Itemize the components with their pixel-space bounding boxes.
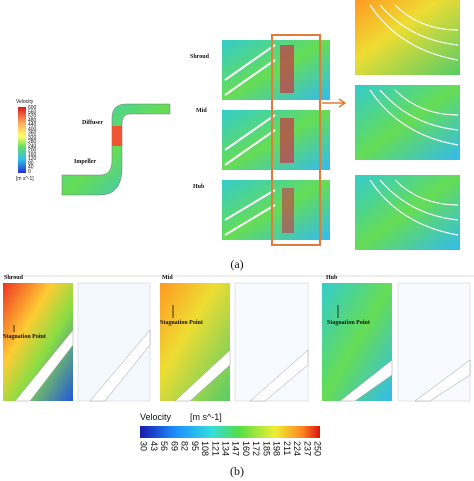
blade-sections bbox=[14, 329, 471, 402]
caption-b: (b) bbox=[230, 464, 244, 478]
impeller-label: Impeller bbox=[74, 159, 96, 165]
hub-contour-b bbox=[322, 283, 392, 401]
mid-zoom bbox=[355, 85, 460, 160]
legend-tick-label: 600 bbox=[28, 105, 37, 111]
legend-tick-label: 108 bbox=[200, 441, 210, 456]
annotation: Stagnation Point bbox=[3, 334, 46, 340]
caption-a: (a) bbox=[230, 257, 243, 271]
highlight-box bbox=[271, 34, 321, 246]
streamlines bbox=[369, 4, 459, 236]
blades bbox=[224, 44, 276, 236]
legend-tick-label: 240 bbox=[28, 143, 37, 149]
legend-tick-label: 30 bbox=[139, 441, 149, 451]
legend-tick-label: 160 bbox=[241, 441, 251, 456]
annotation: Stagnation Point bbox=[327, 320, 370, 326]
shroud-label: Shroud bbox=[190, 54, 210, 60]
legend-tick-label: 400 bbox=[28, 126, 37, 132]
panel-title: Mid bbox=[162, 275, 173, 281]
legend-ticks-b: 30 43 56 69 82 95 108 121 134 147 160 172 185 198 211 2… bbox=[139, 441, 323, 456]
legend-tick-label: 237 bbox=[302, 441, 312, 456]
legend-tick-label: 200 bbox=[28, 148, 37, 154]
legend-tick-label: 250 bbox=[313, 441, 323, 456]
legend-tick-label: 121 bbox=[210, 441, 220, 456]
legend-ticks: 6005605204804404003603202802402001601208… bbox=[28, 105, 37, 175]
diffuser-region bbox=[112, 126, 122, 146]
diffuser-label: Diffuser bbox=[82, 120, 103, 126]
legend-tick-label: 40 bbox=[28, 165, 34, 171]
legend-unit-b: [m s^-1] bbox=[190, 412, 222, 422]
legend-tick-label: 440 bbox=[28, 122, 37, 128]
legend-tick-label: 185 bbox=[261, 441, 271, 456]
diffuser-vanes bbox=[282, 188, 294, 233]
legend-tick-label: 280 bbox=[28, 139, 37, 145]
legend-colorbar-b bbox=[140, 426, 320, 438]
legend-tick-label: 69 bbox=[169, 441, 179, 451]
mid-streamlines-b bbox=[234, 282, 309, 402]
diffuser-vanes bbox=[280, 45, 294, 93]
mid-label: Mid bbox=[196, 108, 207, 114]
arrow bbox=[322, 98, 347, 108]
legend-tick-label: 56 bbox=[159, 441, 169, 451]
legend-tick-label: 82 bbox=[180, 441, 190, 451]
impeller-geometry bbox=[61, 103, 171, 196]
hub-label: Hub bbox=[193, 184, 205, 190]
mid-contour-b bbox=[160, 283, 230, 401]
hub-zoom bbox=[355, 175, 460, 250]
legend-title-b: Velocity bbox=[140, 412, 172, 422]
legend-colorbar bbox=[18, 107, 26, 173]
legend-tick-label: 134 bbox=[221, 441, 231, 456]
legend-tick-label: 80 bbox=[28, 160, 34, 166]
legend-unit: [m s^-1] bbox=[16, 176, 34, 182]
legend-tick-label: 224 bbox=[292, 441, 302, 456]
legend-tick-label: 147 bbox=[231, 441, 241, 456]
legend-tick-label: 560 bbox=[28, 109, 37, 115]
annotation: Stagnation Point bbox=[160, 320, 203, 326]
legend-tick-label: 520 bbox=[28, 114, 37, 120]
hub-streamlines-b bbox=[397, 282, 471, 402]
legend-tick-label: 43 bbox=[149, 441, 159, 451]
legend-tick-label: 172 bbox=[251, 441, 261, 456]
hub-contour bbox=[222, 180, 330, 240]
legend-title: Velocity bbox=[16, 99, 34, 105]
panel-title: Shroud bbox=[4, 275, 24, 281]
legend-tick-label: 480 bbox=[28, 118, 37, 124]
legend-tick-label: 0 bbox=[28, 169, 31, 175]
legend-tick-label: 120 bbox=[28, 156, 37, 162]
legend-tick-label: 320 bbox=[28, 135, 37, 141]
shroud-zoom bbox=[355, 0, 460, 75]
legend-tick-label: 95 bbox=[190, 441, 200, 451]
legend-tick-label: 198 bbox=[272, 441, 282, 456]
legend-tick-label: 160 bbox=[28, 152, 37, 158]
diffuser-vanes bbox=[280, 118, 294, 163]
legend-tick-label: 211 bbox=[282, 441, 292, 455]
legend-tick-label: 360 bbox=[28, 131, 37, 137]
panel-title: Hub bbox=[326, 275, 338, 281]
